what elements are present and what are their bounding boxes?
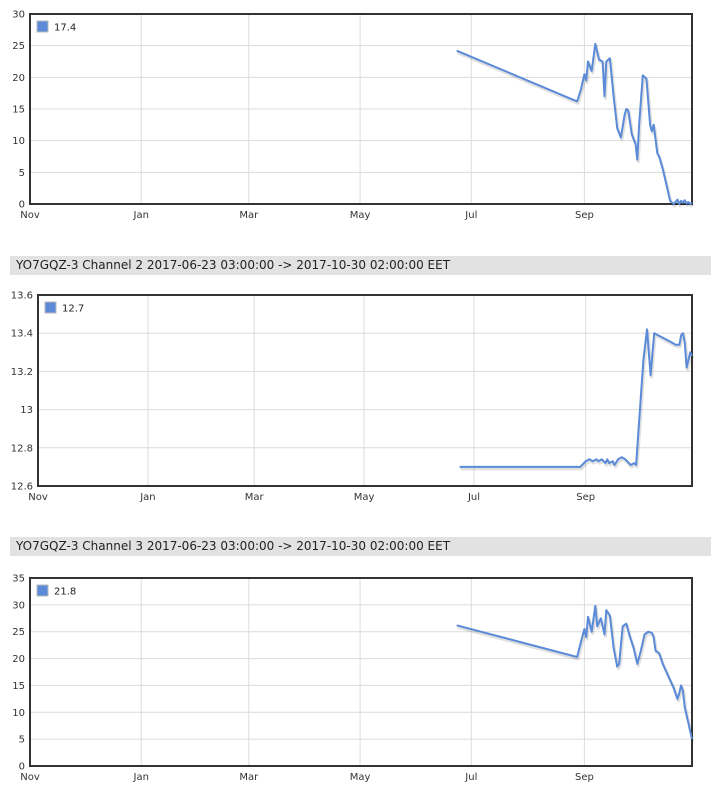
y-tick-label: 13 [20,405,33,416]
x-tick-label: Mar [239,210,259,221]
x-tick-label: Mar [239,772,259,783]
legend-label: 17.4 [54,23,76,34]
x-tick-label: May [350,772,371,783]
y-tick-label: 13.2 [11,367,33,378]
y-tick-label: 0 [19,200,25,211]
plot-frame [29,13,693,205]
series-line-shadow [457,44,694,208]
legend-swatch [36,584,49,597]
x-tick-label: May [354,492,375,503]
y-tick-label: 30 [12,600,25,611]
y-tick-label: 30 [12,10,25,21]
x-tick-label: Jul [464,210,477,221]
y-tick-label: 13.4 [11,329,33,340]
chart-1-svg: 0 5 10 15 20 25 30 Nov Jan Mar May Jul Sep 17.4 [12,10,694,221]
y-tick-label: 20 [12,654,25,665]
x-tick-label: Mar [245,492,265,503]
y-tick-label: 20 [12,73,25,84]
y-tick-label: 12.8 [11,443,33,454]
x-tick-label: Jan [139,492,155,503]
y-tick-label: 5 [19,168,25,179]
legend-swatch [44,301,57,314]
y-tick-label: 35 [12,574,25,585]
y-tick-label: 25 [12,41,25,52]
y-tick-label: 15 [12,681,25,692]
y-tick-label: 10 [12,136,25,147]
x-tick-label: May [350,210,371,221]
y-tick-label: 13.6 [11,291,33,302]
chart-3-svg: 0 5 10 15 20 25 30 35 Nov Jan Mar May Jul Sep 21.8 [12,574,695,783]
y-tick-label: 12.6 [11,482,33,493]
series-line [456,42,693,205]
x-tick-label: Nov [28,492,48,503]
x-tick-label: Jul [467,492,480,503]
series-line [459,328,693,468]
y-tick-label: 0 [19,762,25,773]
x-tick-label: Nov [20,210,40,221]
x-tick-label: Jan [133,772,149,783]
plot-frame [29,577,693,767]
series-line [456,604,693,740]
legend-swatch [36,20,49,33]
chart-2-svg: 12.6 12.8 13 13.2 13.4 13.6 Nov Jan Mar May Jul Sep… [11,291,695,503]
x-tick-label: Sep [576,492,595,503]
legend-label: 21.8 [54,587,76,598]
series-line-shadow [457,606,695,742]
y-tick-label: 5 [19,735,25,746]
x-tick-label: Nov [20,772,40,783]
y-tick-label: 25 [12,627,25,638]
chart-3-header: YO7GQZ-3 Channel 3 2017-06-23 03:00:00 -… [10,537,711,556]
plot-frame [37,294,693,487]
x-tick-label: Sep [575,772,594,783]
y-tick-label: 15 [12,105,25,116]
x-tick-label: Sep [575,210,594,221]
y-tick-label: 10 [12,708,25,719]
x-tick-label: Jan [133,210,149,221]
x-tick-label: Jul [464,772,477,783]
chart-2-header: YO7GQZ-3 Channel 2 2017-06-23 03:00:00 -… [10,256,711,275]
legend-label: 12.7 [62,304,84,315]
